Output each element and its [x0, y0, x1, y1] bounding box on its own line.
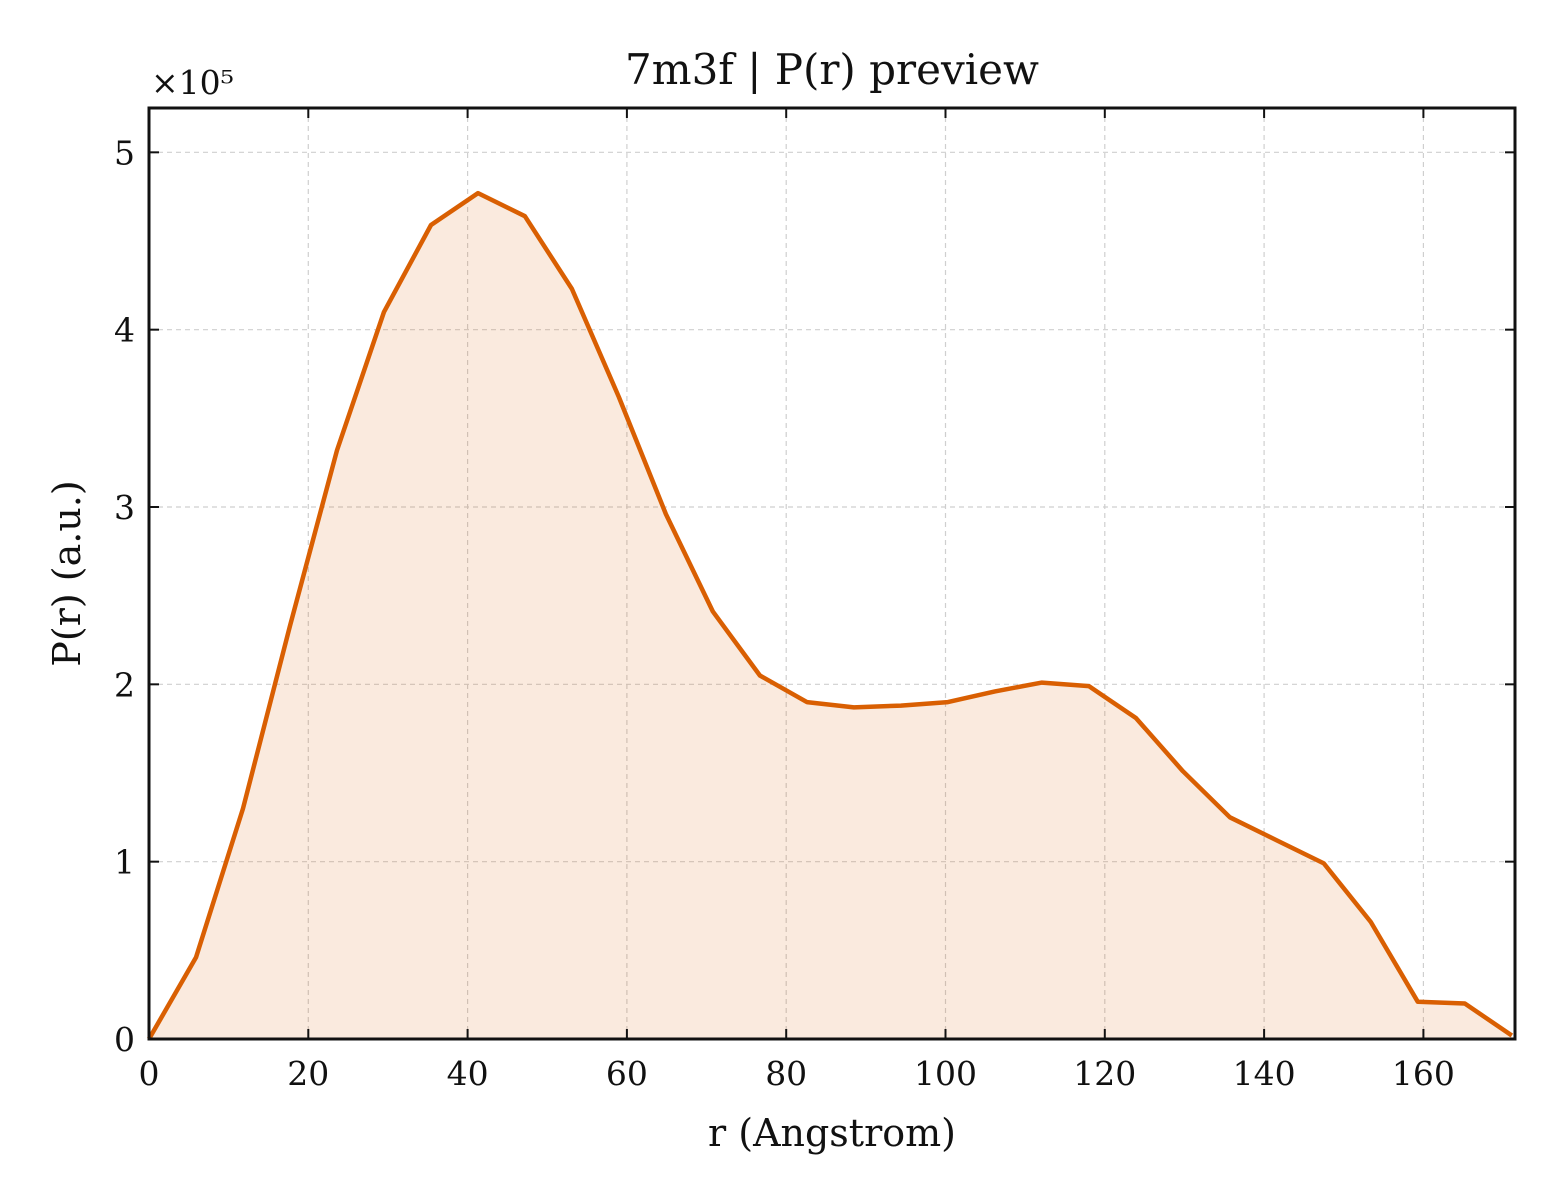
- plot-frame: [147, 106, 1517, 1041]
- y-tick-label: 5: [114, 133, 135, 172]
- x-axis: 0 20 40 60 80 100 120 140 160: [139, 108, 1455, 1093]
- y-axis-multiplier: ×10⁵: [151, 63, 234, 102]
- x-tick-label: 20: [287, 1054, 329, 1093]
- y-tick-label: 1: [114, 843, 135, 882]
- x-tick-label: 160: [1392, 1054, 1455, 1093]
- y-tick-label: 4: [114, 311, 135, 350]
- x-tick-label: 140: [1233, 1054, 1296, 1093]
- x-tick-label: 40: [447, 1054, 489, 1093]
- x-tick-label: 60: [606, 1054, 648, 1093]
- x-tick-label: 0: [139, 1054, 160, 1093]
- y-tick-label: 2: [114, 665, 135, 704]
- x-tick-label: 100: [914, 1054, 977, 1093]
- x-axis-title: r (Angstrom): [708, 1111, 956, 1155]
- area-fill: [149, 193, 1512, 1040]
- x-tick-label: 120: [1073, 1054, 1136, 1093]
- y-axis: 0 1 2 3 4 5: [114, 133, 1515, 1059]
- x-tick-label: 80: [765, 1054, 807, 1093]
- y-tick-label: 3: [114, 488, 135, 527]
- y-tick-label: 0: [114, 1020, 135, 1059]
- grid: [149, 108, 1515, 1039]
- y-axis-title: P(r) (a.u.): [45, 480, 89, 666]
- series-line: [147, 190, 1514, 1041]
- chart-title: 7m3f | P(r) preview: [625, 45, 1039, 94]
